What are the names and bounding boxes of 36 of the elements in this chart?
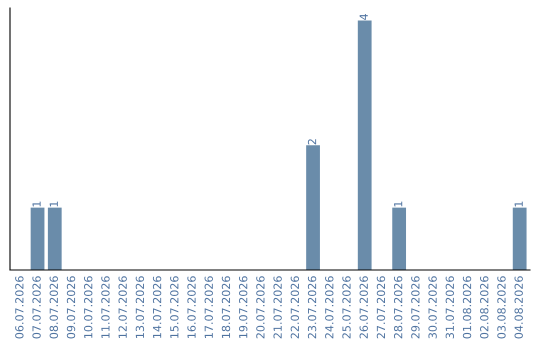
x-tick-label: 16.07.2026: [187, 276, 196, 338]
x-tick-label: 21.07.2026: [273, 276, 282, 338]
x-tick-label: 01.08.2026: [462, 276, 472, 338]
x-tick-label: 06.07.2026: [15, 276, 24, 338]
x-tick-label: 20.07.2026: [256, 276, 265, 338]
data-label: 1: [32, 202, 41, 206]
x-tick-label: 11.07.2026: [101, 276, 110, 338]
x-tick-label: 15.07.2026: [170, 276, 179, 338]
x-tick-label: 29.07.2026: [411, 276, 420, 338]
x-tick-label: 12.07.2026: [118, 276, 127, 338]
x-tick-label: 07.07.2026: [32, 276, 41, 338]
x-tick-label: 28.07.2026: [394, 276, 402, 338]
x-tick-label: 02.08.2026: [480, 276, 488, 338]
data-label: 1: [514, 202, 523, 206]
data-label: 1: [50, 202, 58, 206]
x-tick-label: 14.07.2026: [152, 276, 162, 338]
x-tick-label: 31.07.2026: [446, 276, 454, 338]
x-tick-label: 04.08.2026: [514, 276, 523, 338]
x-tick-label: 19.07.2026: [238, 276, 248, 338]
x-tick-label: 23.07.2026: [308, 276, 316, 338]
x-tick-label: 18.07.2026: [222, 276, 230, 338]
x-tick-label: 30.07.2026: [428, 276, 437, 338]
x-tick-label: 27.07.2026: [376, 276, 386, 338]
x-tick-label: 17.07.2026: [204, 276, 213, 338]
data-label: 1: [394, 202, 402, 206]
data-label: 4: [360, 14, 368, 20]
x-tick-label: 24.07.2026: [325, 276, 334, 338]
x-tick-label: 22.07.2026: [290, 276, 300, 338]
x-tick-label: 25.07.2026: [342, 276, 351, 338]
x-tick-label: 08.07.2026: [50, 276, 58, 338]
x-tick-label: 26.07.2026: [360, 276, 368, 338]
x-tick-label: 13.07.2026: [136, 276, 144, 338]
data-label: 2: [308, 139, 316, 144]
x-tick-label: 10.07.2026: [84, 276, 92, 338]
x-tick-label: 03.08.2026: [497, 276, 506, 338]
x-tick-label: 09.07.2026: [66, 276, 76, 338]
